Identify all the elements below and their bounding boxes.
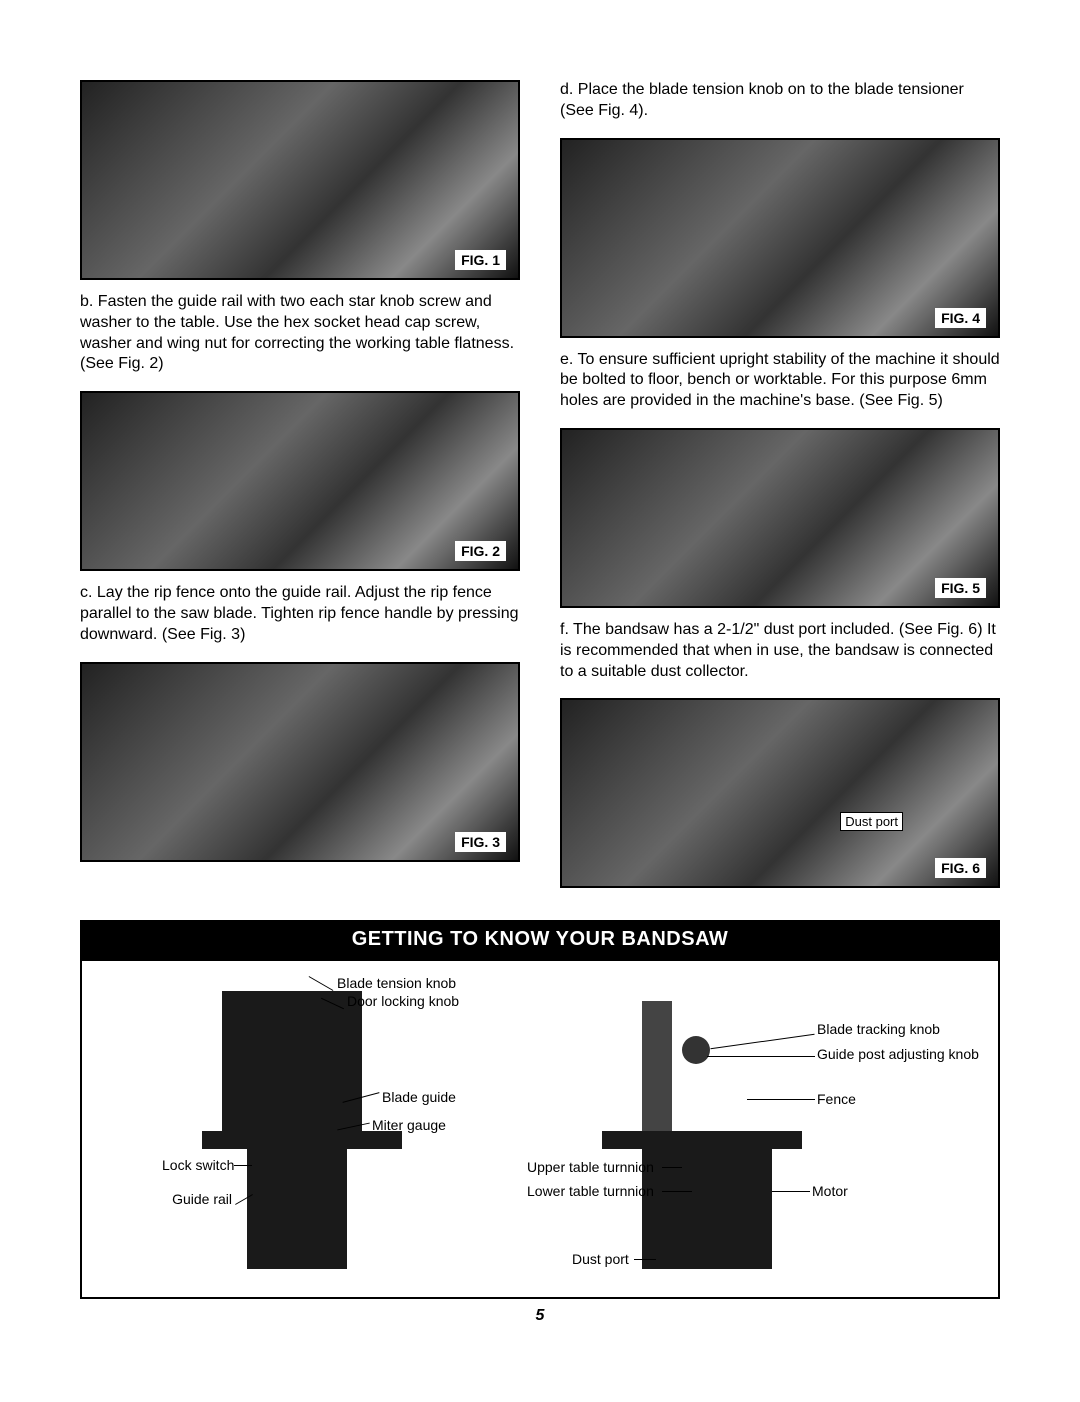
figure-5: FIG. 5 xyxy=(560,428,1000,608)
section-header: GETTING TO KNOW YOUR BANDSAW xyxy=(80,920,1000,959)
instruction-c: c. Lay the rip fence onto the guide rail… xyxy=(80,583,520,645)
label-guide-rail: Guide rail xyxy=(172,1191,232,1207)
label-blade-tracking: Blade tracking knob xyxy=(817,1021,940,1037)
label-motor: Motor xyxy=(812,1183,848,1199)
figure-4-label: FIG. 4 xyxy=(935,308,986,328)
label-door-locking: Door locking knob xyxy=(347,993,459,1009)
figure-6: Dust port FIG. 6 xyxy=(560,698,1000,888)
page-number: 5 xyxy=(80,1307,1000,1325)
bandsaw-rear-knob xyxy=(682,1036,710,1064)
label-upper-turnnion: Upper table turnnion xyxy=(527,1159,654,1175)
figure-3-label: FIG. 3 xyxy=(455,832,506,852)
figure-6-label: FIG. 6 xyxy=(935,858,986,878)
figure-2-label: FIG. 2 xyxy=(455,541,506,561)
label-guide-post: Guide post adjusting knob xyxy=(817,1046,979,1062)
figure-2-image xyxy=(82,393,518,569)
bandsaw-front-lower xyxy=(247,1149,347,1269)
instruction-f: f. The bandsaw has a 2-1/2" dust port in… xyxy=(560,620,1000,682)
figure-6-image xyxy=(562,700,998,886)
right-column: d. Place the blade tension knob on to th… xyxy=(560,80,1000,900)
figure-5-image xyxy=(562,430,998,606)
figure-4: FIG. 4 xyxy=(560,138,1000,338)
bandsaw-front-table xyxy=(202,1131,402,1149)
label-blade-guide: Blade guide xyxy=(382,1089,456,1105)
bandsaw-diagram: Blade tension knob Door locking knob Bla… xyxy=(80,959,1000,1299)
figure-1: FIG. 1 xyxy=(80,80,520,280)
label-miter-gauge: Miter gauge xyxy=(372,1117,446,1133)
bandsaw-rear-arm xyxy=(642,1001,672,1131)
figure-5-label: FIG. 5 xyxy=(935,578,986,598)
bandsaw-rear-table xyxy=(602,1131,802,1149)
figure-4-image xyxy=(562,140,998,336)
instruction-d: d. Place the blade tension knob on to th… xyxy=(560,80,1000,122)
figure-2: FIG. 2 xyxy=(80,391,520,571)
bandsaw-front-upper xyxy=(222,991,362,1131)
label-dust-port: Dust port xyxy=(572,1251,629,1267)
dust-port-annotation: Dust port xyxy=(840,812,903,831)
figure-1-label: FIG. 1 xyxy=(455,250,506,270)
figure-1-image xyxy=(82,82,518,278)
label-lower-turnnion: Lower table turnnion xyxy=(527,1183,654,1199)
figure-3: FIG. 3 xyxy=(80,662,520,862)
figure-3-image xyxy=(82,664,518,860)
label-blade-tension: Blade tension knob xyxy=(337,975,456,991)
left-column: FIG. 1 b. Fasten the guide rail with two… xyxy=(80,80,520,900)
instruction-e: e. To ensure sufficient upright stabilit… xyxy=(560,350,1000,412)
label-lock-switch: Lock switch xyxy=(162,1157,232,1173)
label-fence: Fence xyxy=(817,1091,856,1107)
instruction-b: b. Fasten the guide rail with two each s… xyxy=(80,292,520,375)
